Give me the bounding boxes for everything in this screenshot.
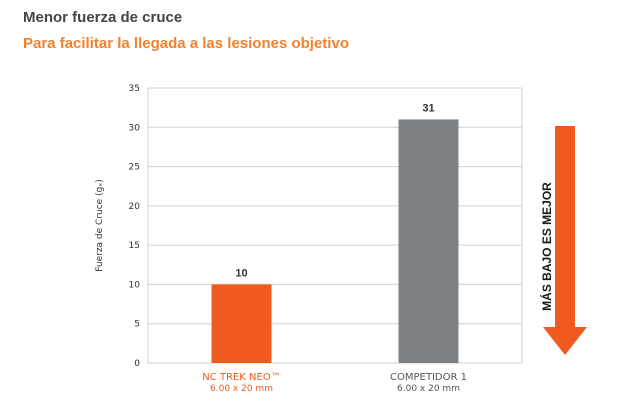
y-tick-label: 25 — [129, 163, 140, 173]
down-arrow-icon — [543, 126, 587, 355]
gridlines — [147, 87, 523, 364]
y-tick-label: 30 — [129, 123, 141, 133]
chart-title: Menor fuerza de cruce — [23, 9, 183, 26]
y-tick-label: 0 — [134, 359, 140, 369]
chart-subtitle: Para facilitar la llegada a las lesiones… — [23, 35, 349, 52]
bars: 10 31 — [211, 102, 459, 363]
category-size: 6.00 x 20 mm — [210, 384, 273, 394]
y-axis-label: Fuerza de Cruce (gₓ) — [95, 179, 105, 272]
y-tick-label: 10 — [129, 280, 141, 290]
y-tick-label: 5 — [134, 320, 140, 330]
y-tick-label: 35 — [129, 84, 140, 94]
category-name: NC TREK NEO™ — [202, 372, 280, 383]
y-tick-label: 20 — [129, 202, 141, 212]
lower-is-better-arrow: MÁS BAJO ES MEJOR — [539, 126, 587, 355]
y-tick-label: 15 — [129, 241, 140, 251]
category-size: 6.00 x 20 mm — [397, 384, 460, 394]
category-name: COMPETIDOR 1 — [390, 372, 467, 383]
bar-1 — [211, 284, 272, 363]
bar-2 — [398, 119, 459, 363]
data-label: 10 — [235, 267, 247, 279]
data-label: 31 — [422, 102, 434, 114]
y-axis-ticks: 0 5 10 15 20 25 30 35 — [129, 84, 141, 369]
lower-is-better-label: MÁS BAJO ES MEJOR — [539, 182, 554, 311]
